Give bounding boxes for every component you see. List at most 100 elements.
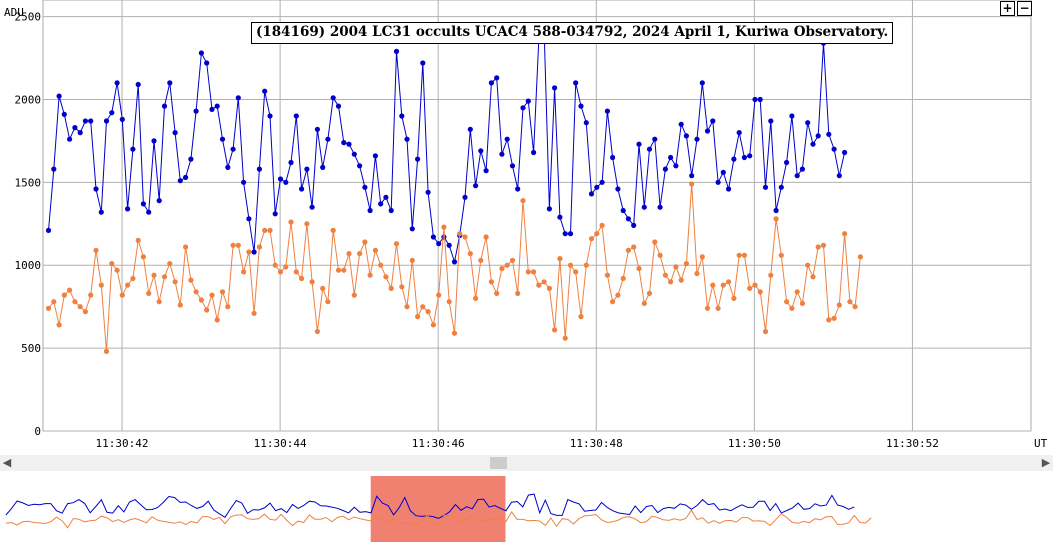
- main-chart[interactable]: ADU UT 0 500 1000 1500 2000 2500 11:30:42 11:30…: [0, 0, 1053, 455]
- data-point: [631, 222, 637, 228]
- data-point: [820, 242, 827, 248]
- overview-series: [5, 493, 872, 529]
- data-point: [699, 80, 705, 86]
- data-point: [283, 179, 289, 185]
- scroll-right-icon[interactable]: ▶: [1041, 456, 1051, 469]
- data-point: [314, 328, 320, 335]
- data-point: [330, 95, 336, 101]
- data-point: [177, 302, 183, 308]
- overview-navigator[interactable]: [0, 476, 1053, 544]
- data-point: [451, 330, 458, 336]
- data-point: [726, 279, 732, 285]
- data-point: [409, 257, 415, 263]
- data-point: [784, 299, 790, 305]
- data-point: [135, 237, 141, 243]
- axes: ADU UT 0 500 1000 1500 2000 2500 11:30:42 11:30…: [4, 6, 1048, 450]
- data-point: [362, 239, 368, 245]
- data-point: [293, 113, 299, 119]
- data-point: [620, 275, 626, 282]
- data-point: [267, 113, 273, 119]
- data-point: [441, 224, 447, 230]
- data-point: [51, 166, 57, 172]
- data-point: [615, 186, 621, 192]
- data-point: [483, 168, 489, 174]
- data-point: [130, 146, 136, 152]
- x-tick-label: 11:30:50: [728, 437, 781, 450]
- data-point: [98, 282, 104, 288]
- data-point: [747, 285, 753, 291]
- data-point: [546, 206, 553, 212]
- data-point: [662, 272, 669, 278]
- data-point: [583, 120, 589, 126]
- data-point: [594, 184, 600, 190]
- data-point: [225, 304, 231, 310]
- overview-selection-window[interactable]: [370, 476, 506, 542]
- data-point: [588, 236, 595, 242]
- data-point: [351, 151, 357, 157]
- data-point: [415, 314, 421, 320]
- data-point: [810, 274, 816, 280]
- data-point: [425, 309, 431, 315]
- data-point: [446, 299, 452, 305]
- data-point: [156, 299, 162, 305]
- data-point: [272, 262, 278, 268]
- scroll-left-icon[interactable]: ◀: [2, 456, 12, 469]
- data-point: [304, 221, 310, 227]
- data-point: [367, 207, 373, 214]
- horizontal-scrollbar[interactable]: ◀ ▶: [0, 455, 1053, 471]
- data-point: [741, 154, 748, 161]
- data-point: [541, 279, 547, 285]
- data-point: [525, 269, 531, 275]
- zoom-out-button[interactable]: −: [1017, 1, 1032, 16]
- data-point: [183, 174, 189, 180]
- data-point: [773, 207, 779, 214]
- data-point: [277, 176, 284, 182]
- data-point: [610, 299, 616, 305]
- data-point: [520, 198, 526, 204]
- data-point: [599, 179, 605, 185]
- data-point: [852, 304, 858, 310]
- data-point: [346, 251, 352, 257]
- data-point: [77, 304, 83, 310]
- data-point: [794, 289, 800, 295]
- data-point: [715, 179, 721, 185]
- data-point: [256, 244, 262, 250]
- data-point: [177, 178, 183, 184]
- x-tick-label: 11:30:44: [254, 437, 307, 450]
- scroll-thumb[interactable]: [490, 457, 507, 469]
- data-point: [826, 131, 832, 137]
- data-point: [531, 149, 537, 156]
- data-point: [488, 279, 494, 285]
- data-point: [288, 219, 294, 225]
- data-point: [372, 247, 378, 253]
- data-point: [847, 299, 853, 305]
- data-point: [204, 307, 210, 313]
- data-point: [689, 173, 695, 179]
- data-point: [188, 156, 194, 162]
- data-point: [325, 299, 331, 305]
- data-point: [631, 244, 637, 250]
- data-point: [557, 256, 563, 262]
- data-point: [140, 254, 146, 260]
- data-point: [778, 184, 784, 190]
- data-point: [515, 290, 521, 296]
- data-point: [241, 269, 247, 275]
- data-point: [467, 126, 473, 132]
- data-point: [799, 300, 806, 306]
- zoom-in-button[interactable]: +: [1000, 1, 1015, 16]
- data-point: [710, 282, 716, 288]
- data-point: [499, 265, 505, 272]
- x-tick-label: 11:30:52: [886, 437, 939, 450]
- data-point: [810, 141, 816, 147]
- data-point: [272, 211, 278, 217]
- data-point: [262, 227, 268, 233]
- data-point: [473, 183, 479, 189]
- data-point: [573, 80, 579, 86]
- data-point: [251, 310, 257, 316]
- plot-border: [42, 0, 1032, 432]
- data-point: [140, 201, 146, 207]
- data-point: [620, 207, 626, 214]
- data-point: [430, 322, 436, 328]
- data-point: [694, 136, 700, 142]
- data-point: [388, 207, 394, 214]
